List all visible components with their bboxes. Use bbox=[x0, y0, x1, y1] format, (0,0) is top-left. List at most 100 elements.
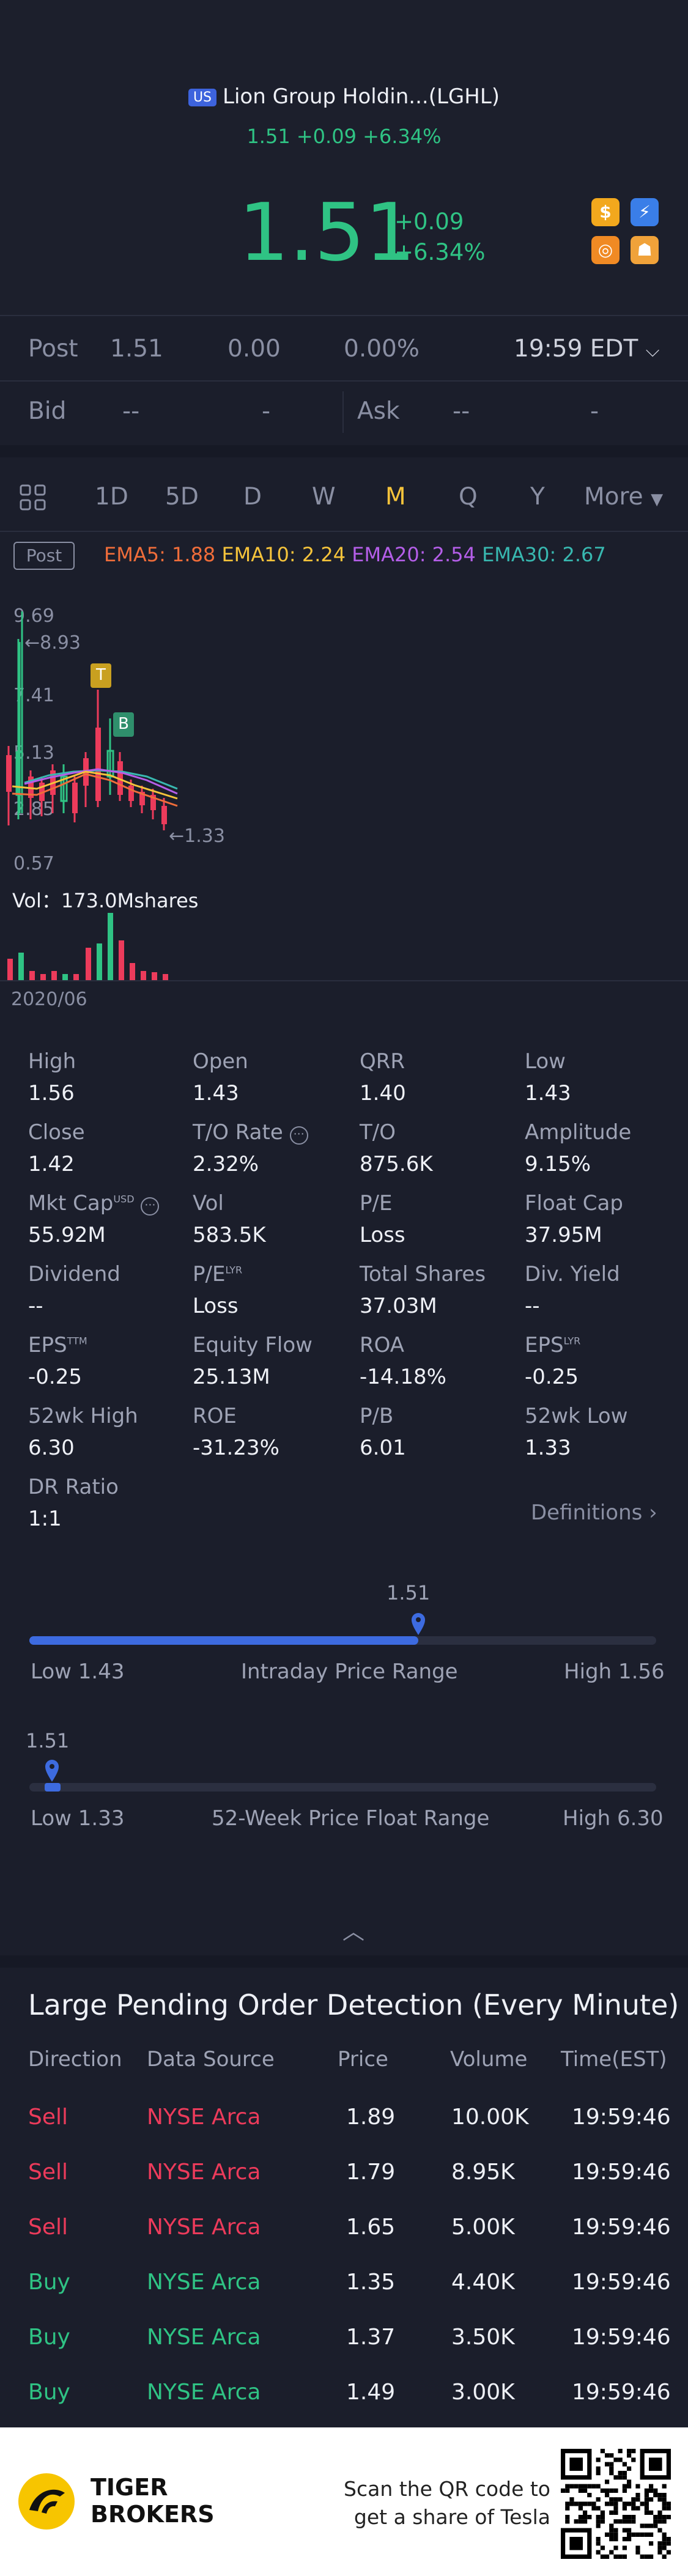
stat-value: 55.92M bbox=[28, 1223, 106, 1247]
stat-label: Equity Flow bbox=[193, 1333, 313, 1357]
week52-fill bbox=[45, 1783, 61, 1792]
tab-q[interactable]: Q bbox=[459, 483, 478, 511]
candle bbox=[128, 786, 134, 801]
y-top-label: 9.69 bbox=[13, 605, 54, 627]
ema10-label: EMA10: 2.24 bbox=[221, 543, 346, 566]
stat-label: DR Ratio bbox=[28, 1475, 119, 1499]
candle bbox=[117, 761, 123, 795]
ema20-line bbox=[24, 768, 178, 795]
orders-header-time: Time(EST) bbox=[561, 2047, 667, 2072]
order-source: NYSE Arca bbox=[147, 2215, 261, 2240]
order-direction: Buy bbox=[28, 2325, 70, 2350]
definitions-link[interactable]: Definitions › bbox=[531, 1500, 657, 1525]
stat-label-text: P/E bbox=[193, 1262, 226, 1286]
intraday-current: 1.51 bbox=[387, 1581, 431, 1604]
stat-label: Total Shares bbox=[360, 1262, 486, 1286]
section-gap bbox=[0, 1955, 688, 1968]
candlestick-chart[interactable] bbox=[0, 611, 196, 868]
stat-value: Loss bbox=[360, 1223, 405, 1247]
education-icon[interactable]: ☗ bbox=[631, 236, 659, 264]
stat-label[interactable]: Mkt CapUSD ⋯ bbox=[28, 1191, 160, 1216]
stat-value: 37.95M bbox=[525, 1223, 602, 1247]
stat-value: 9.15% bbox=[525, 1152, 591, 1176]
divider bbox=[0, 380, 688, 382]
post-price: 1.51 bbox=[110, 335, 163, 363]
chevron-up-icon[interactable]: ︿ bbox=[342, 1919, 365, 1944]
orders-title: Large Pending Order Detection (Every Min… bbox=[28, 1988, 679, 2021]
stat-value: 1:1 bbox=[28, 1507, 62, 1531]
candle bbox=[95, 728, 101, 801]
order-time: 19:59:46 bbox=[572, 2270, 671, 2295]
candle bbox=[139, 792, 145, 805]
marker-b[interactable]: B bbox=[113, 712, 134, 737]
candle bbox=[106, 750, 114, 778]
order-price: 1.65 bbox=[346, 2215, 396, 2240]
info-icon[interactable]: ⋯ bbox=[289, 1126, 308, 1145]
stat-label: EPSTTM bbox=[28, 1333, 87, 1357]
tab-y[interactable]: Y bbox=[530, 483, 545, 511]
order-time: 19:59:46 bbox=[572, 2160, 671, 2185]
info-icon[interactable]: ⋯ bbox=[141, 1197, 160, 1216]
stock-title[interactable]: US Lion Group Holdin...(LGHL) bbox=[0, 84, 688, 109]
order-direction: Sell bbox=[28, 2160, 68, 2185]
qr-code[interactable] bbox=[561, 2449, 671, 2559]
stat-value: -0.25 bbox=[28, 1365, 82, 1389]
stat-value: 37.03M bbox=[360, 1294, 437, 1318]
stat-label: QRR bbox=[360, 1049, 405, 1074]
stat-label[interactable]: T/O Rate ⋯ bbox=[193, 1120, 308, 1145]
stat-value: 1.40 bbox=[360, 1081, 406, 1105]
flash-icon[interactable]: ⚡ bbox=[631, 198, 659, 226]
stat-label-text: Mkt Cap bbox=[28, 1191, 114, 1216]
stat-value: 2.32% bbox=[193, 1152, 259, 1176]
dollar-icon[interactable]: $ bbox=[591, 198, 620, 226]
basketball-icon[interactable]: ◎ bbox=[591, 236, 620, 264]
tab-w[interactable]: W bbox=[312, 483, 336, 511]
order-direction: Sell bbox=[28, 2215, 68, 2240]
chart-date-label: 2020/06 bbox=[11, 989, 87, 1010]
brand-name: TIGER BROKERS bbox=[91, 2474, 215, 2528]
stat-label: P/ELYR bbox=[193, 1262, 242, 1286]
marker-t[interactable]: T bbox=[91, 663, 111, 688]
candle bbox=[150, 795, 156, 810]
stat-label: Low bbox=[525, 1049, 566, 1074]
grid-icon[interactable] bbox=[18, 483, 48, 512]
ema-legend: EMA5: 1.88 EMA10: 2.24 EMA20: 2.54 EMA30… bbox=[104, 543, 606, 566]
tab-more[interactable]: More ▼ bbox=[584, 483, 663, 511]
stat-label: P/E bbox=[360, 1191, 393, 1216]
orders-header-direction: Direction bbox=[28, 2047, 122, 2072]
week52-pin-icon bbox=[44, 1759, 60, 1783]
week52-high: High 6.30 bbox=[563, 1806, 664, 1831]
tab-m[interactable]: M bbox=[385, 483, 406, 511]
ema5-line bbox=[12, 773, 178, 807]
tab-5d[interactable]: 5D bbox=[165, 483, 199, 511]
brand-line-1: TIGER bbox=[91, 2474, 168, 2501]
stat-label: Amplitude bbox=[525, 1120, 632, 1145]
ask-size: - bbox=[590, 397, 599, 425]
post-time[interactable]: 19:59 EDT ⌵ bbox=[514, 335, 659, 363]
stat-value: 6.01 bbox=[360, 1436, 406, 1460]
order-direction: Buy bbox=[28, 2270, 70, 2295]
scan-line-2: get a share of Tesla bbox=[353, 2505, 550, 2529]
week52-current: 1.51 bbox=[26, 1729, 70, 1752]
tab-1d[interactable]: 1D bbox=[95, 483, 128, 511]
stat-value: 1.43 bbox=[525, 1081, 571, 1105]
stat-label-text: T/O Rate bbox=[193, 1120, 283, 1145]
tab-d[interactable]: D bbox=[243, 483, 262, 511]
ask-price: -- bbox=[453, 397, 470, 425]
divider bbox=[342, 391, 344, 433]
scan-line-1: Scan the QR code to bbox=[344, 2477, 550, 2501]
ema30-line bbox=[24, 769, 178, 790]
brand-line-2: BROKERS bbox=[91, 2501, 215, 2528]
stat-value: -0.25 bbox=[525, 1365, 579, 1389]
intraday-pin-icon bbox=[410, 1612, 426, 1636]
post-label: Post bbox=[28, 335, 78, 363]
change-percent: +6.34% bbox=[394, 239, 486, 265]
order-volume: 3.50K bbox=[451, 2325, 515, 2350]
candle bbox=[60, 775, 68, 802]
lyr-superscript: LYR bbox=[563, 1335, 581, 1347]
y-bottom-label: 0.57 bbox=[13, 853, 54, 874]
intraday-high: High 1.56 bbox=[564, 1659, 665, 1684]
change-value: +0.09 bbox=[394, 209, 464, 235]
stat-value: -- bbox=[28, 1294, 43, 1318]
order-direction: Buy bbox=[28, 2380, 70, 2405]
